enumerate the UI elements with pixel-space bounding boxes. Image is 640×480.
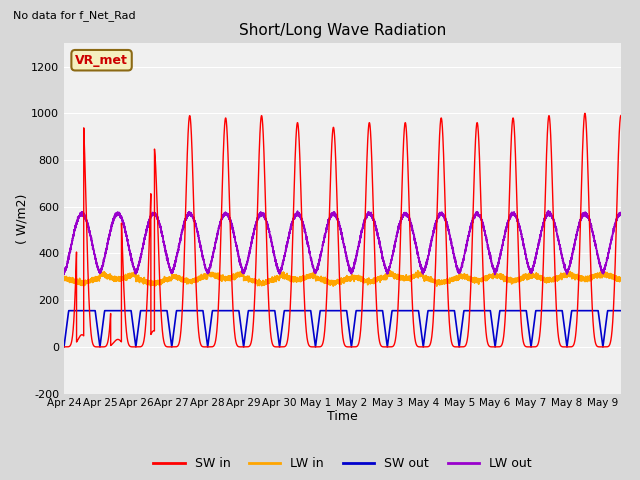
X-axis label: Time: Time (327, 410, 358, 423)
Y-axis label: ( W/m2): ( W/m2) (15, 193, 28, 243)
Legend: SW in, LW in, SW out, LW out: SW in, LW in, SW out, LW out (148, 452, 536, 475)
Text: No data for f_Net_Rad: No data for f_Net_Rad (13, 11, 136, 22)
Title: Short/Long Wave Radiation: Short/Long Wave Radiation (239, 23, 446, 38)
Text: VR_met: VR_met (75, 54, 128, 67)
